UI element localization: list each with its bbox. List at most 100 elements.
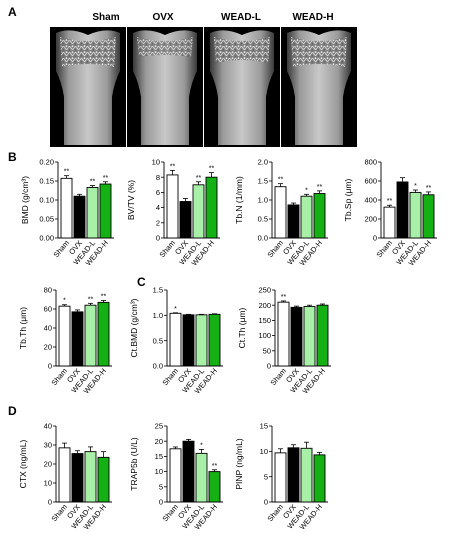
y-tick-label: 30 [44,441,52,450]
bar-wead-l [303,305,316,367]
y-tick-label: 6 [156,188,160,197]
y-tick-label: 200 [258,301,271,310]
y-tick-label: 250 [258,286,271,295]
bar-wead-h [97,301,110,367]
ct-label-ovx: OVX [152,12,173,23]
y-tick-label: 0.15 [39,177,54,186]
significance-mark: ** [196,175,202,182]
y-tick-label: 0 [48,362,52,371]
bar-wead-h [422,194,435,239]
ct-label-sham: Sham [92,12,119,23]
y-tick-label: 1.0 [258,196,268,205]
significance-mark: ** [387,198,393,205]
y-tick-label: 0.00 [39,234,54,243]
bar-wead-h [99,183,112,239]
bar-ovx [287,447,300,503]
micro-ct-ovx [127,27,203,147]
y-tick-label: 1.0 [153,311,163,320]
y-tick-label: 2.0 [258,158,268,167]
bar-wead-h [313,193,326,239]
bar-wead-l [195,452,208,503]
bar-ovx [182,314,195,367]
y-tick-label: 200 [364,215,377,224]
y-tick-label: 1.5 [258,177,268,186]
y-axis-label: BV/TV (%) [126,180,136,220]
significance-mark: ** [209,166,215,173]
y-tick-label: 10 [44,479,52,488]
bar-wead-l [84,451,97,503]
bar-wead-h [97,456,110,503]
panel-label-b: B [8,150,17,164]
y-axis-label: Ct.Th (μm) [237,307,247,348]
y-tick-label: 0.5 [153,336,163,345]
bar-sham [277,301,290,367]
micro-ct-wead-l [204,27,280,147]
bar-sham [274,452,287,503]
bar-wead-l [195,314,208,367]
chart-ctbmd: 0.00.51.01.5Ct.BMD (g/cm³) *ShamOVXWEAD-L… [129,286,223,396]
y-axis-label: Ct.BMD (g/cm³) [129,298,139,357]
significance-mark: ** [278,177,284,184]
bar-wead-h [208,313,221,367]
significance-mark: * [414,183,417,190]
panel-label-c: C [137,275,146,289]
y-axis-label: Tb.Th (μm) [18,307,28,349]
significance-mark: ** [212,463,218,470]
panel-label-a: A [8,5,17,19]
y-axis-label: Tb.N (1/mm) [234,176,244,224]
bar-wead-h [208,471,221,503]
bar-sham [58,305,71,367]
y-tick-label: 400 [364,196,377,205]
bar-wead-l [300,195,313,239]
bar-ovx [71,453,84,503]
y-tick-label: 10 [152,158,160,167]
y-tick-label: 1.5 [153,286,163,295]
y-tick-label: 15 [260,422,268,431]
bar-sham [383,206,396,239]
y-tick-label: 600 [364,177,377,186]
significance-mark: ** [317,184,323,191]
significance-mark: * [305,187,308,194]
y-tick-label: 0 [267,362,271,371]
y-tick-label: 40 [44,422,52,431]
bar-sham [169,448,182,503]
y-tick-label: 20 [44,343,52,352]
y-tick-label: 0.05 [39,215,54,224]
y-tick-label: 60 [44,305,52,314]
bar-wead-h [313,454,326,503]
bar-sham [166,174,179,239]
bar-ovx [287,204,300,239]
bar-sham [60,177,73,239]
y-tick-label: 5 [264,472,268,481]
bar-sham [274,186,287,239]
significance-mark: ** [90,179,96,186]
bar-ovx [396,181,409,239]
significance-mark: ** [426,185,432,192]
y-tick-label: 0 [373,234,377,243]
y-tick-label: 10 [260,447,268,456]
bar-wead-h [205,176,218,239]
y-axis-label: CTX (ng/mL) [18,440,28,489]
y-tick-label: 800 [364,158,377,167]
y-tick-label: 20 [44,460,52,469]
significance-mark: ** [101,293,107,300]
y-axis-label: BMD (g/cm³) [20,176,30,224]
bar-wead-l [300,447,313,503]
significance-mark: ** [103,175,109,182]
y-tick-label: 0 [159,498,163,507]
bar-wead-l [84,304,97,367]
y-tick-label: 0.10 [39,196,54,205]
panel-label-d: D [8,404,17,418]
y-tick-label: 25 [155,422,163,431]
bar-ovx [71,311,84,367]
y-tick-label: 0.0 [258,234,268,243]
micro-ct-sham [50,27,126,147]
significance-mark: ** [64,169,70,176]
y-tick-label: 15 [155,452,163,461]
